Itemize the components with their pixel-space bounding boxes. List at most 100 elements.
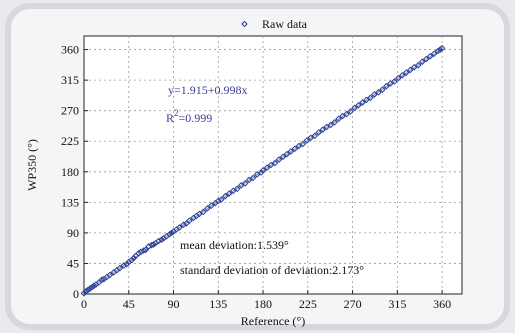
data-point xyxy=(196,210,203,218)
data-point xyxy=(395,74,402,82)
data-point xyxy=(135,249,143,257)
x-tick-label: 180 xyxy=(254,297,272,311)
data-point xyxy=(82,287,90,295)
data-point xyxy=(225,190,233,197)
data-point xyxy=(391,78,398,85)
data-point xyxy=(291,145,299,153)
fit-equation: y=1.915+0.998x xyxy=(168,83,248,97)
data-point xyxy=(90,282,98,290)
data-point xyxy=(186,217,193,224)
data-point xyxy=(283,150,291,158)
data-point xyxy=(327,121,335,129)
data-point xyxy=(88,283,96,291)
legend-marker-icon xyxy=(241,20,248,28)
data-point xyxy=(323,123,331,131)
data-point xyxy=(253,171,261,178)
data-point xyxy=(116,264,124,272)
r-squared-value: =0.999 xyxy=(179,111,213,125)
data-point xyxy=(279,153,287,161)
data-point xyxy=(200,208,207,216)
y-tick-label: 225 xyxy=(61,134,79,148)
y-tick-label: 315 xyxy=(61,73,79,87)
x-axis-label: Reference (°) xyxy=(241,314,305,328)
r-squared: R2=0.999 xyxy=(166,108,212,125)
data-point xyxy=(120,262,128,269)
data-point xyxy=(267,161,275,169)
data-point xyxy=(145,243,152,250)
y-tick-label: 0 xyxy=(73,287,79,301)
data-point xyxy=(343,110,350,118)
data-point xyxy=(208,202,215,210)
y-tick-label: 270 xyxy=(61,104,79,118)
data-point xyxy=(299,140,307,148)
legend: Raw data xyxy=(241,17,308,31)
data-point xyxy=(214,197,222,205)
y-tick-label: 360 xyxy=(61,43,79,57)
y-tick-label: 180 xyxy=(61,165,79,179)
data-point xyxy=(414,61,422,69)
data-point xyxy=(130,254,138,262)
y-axis-label: WP350 (°) xyxy=(25,139,39,191)
data-point xyxy=(229,187,237,195)
data-point xyxy=(245,176,253,184)
data-point xyxy=(148,241,155,249)
data-point xyxy=(158,236,165,243)
x-tick-label: 90 xyxy=(168,297,180,311)
x-tick-label: 360 xyxy=(433,297,451,311)
data-point xyxy=(241,180,249,187)
x-tick-label: 0 xyxy=(81,297,87,311)
std-deviation: standard deviation of deviation:2.173° xyxy=(180,263,364,277)
data-point xyxy=(150,241,157,248)
data-point xyxy=(303,137,311,144)
data-point xyxy=(347,108,354,115)
x-tick-label: 45 xyxy=(123,297,135,311)
legend-label: Raw data xyxy=(262,17,308,31)
data-point xyxy=(295,142,303,150)
data-point xyxy=(367,94,374,102)
data-point xyxy=(128,256,136,264)
data-point xyxy=(263,164,271,172)
x-tick-label: 315 xyxy=(388,297,406,311)
data-point xyxy=(204,205,211,212)
data-point xyxy=(351,104,358,112)
data-points xyxy=(80,44,446,297)
data-point xyxy=(331,118,338,126)
data-point xyxy=(359,99,366,106)
data-point xyxy=(237,182,245,189)
data-point xyxy=(221,192,229,200)
data-point xyxy=(375,89,382,96)
r-squared-prefix: R xyxy=(166,111,174,125)
x-tick-label: 135 xyxy=(209,297,227,311)
data-point xyxy=(430,50,438,57)
data-point xyxy=(271,159,279,167)
data-point xyxy=(106,271,114,279)
y-tick-label: 45 xyxy=(67,256,79,270)
data-point xyxy=(123,260,131,268)
data-point xyxy=(142,246,149,254)
data-point xyxy=(275,156,283,163)
y-tick-label: 135 xyxy=(61,195,79,209)
x-tick-label: 270 xyxy=(344,297,362,311)
data-point xyxy=(399,72,406,79)
data-point xyxy=(86,285,94,292)
data-point xyxy=(176,224,183,231)
data-point xyxy=(137,248,145,256)
data-point xyxy=(311,132,319,140)
data-point xyxy=(168,229,175,237)
data-point xyxy=(166,230,173,238)
data-point xyxy=(180,221,187,229)
r-squared-superscript: 2 xyxy=(174,108,179,118)
data-point xyxy=(410,63,418,71)
data-point xyxy=(371,91,378,98)
data-point xyxy=(434,47,442,55)
data-point xyxy=(155,237,162,245)
x-tick-label: 225 xyxy=(299,297,317,311)
data-point xyxy=(233,185,241,193)
data-point xyxy=(80,290,88,297)
data-point xyxy=(355,101,362,109)
data-point xyxy=(402,69,410,76)
data-point xyxy=(363,96,370,104)
data-point xyxy=(287,148,295,155)
